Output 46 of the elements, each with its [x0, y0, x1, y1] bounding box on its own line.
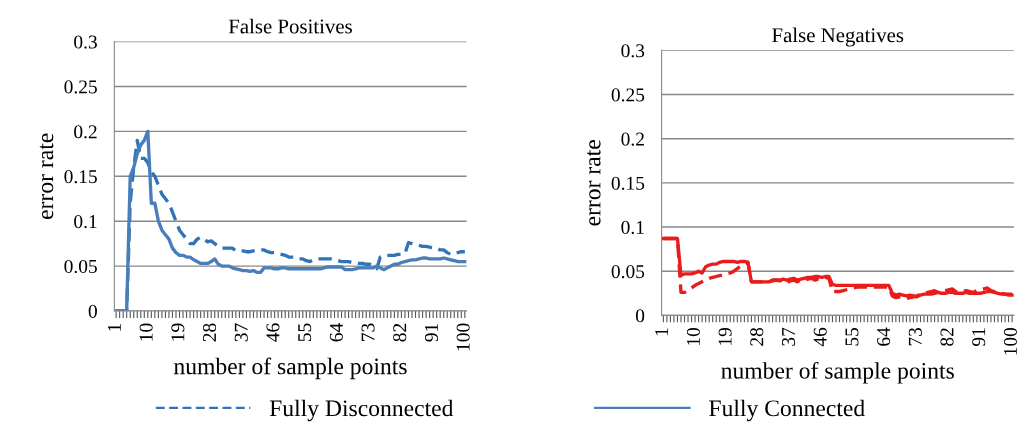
x-axis-title: number of sample points: [173, 357, 407, 380]
x-tick-label: 10: [139, 323, 153, 341]
x-tick-label: 91: [424, 323, 438, 342]
x-tick-label: 73: [908, 327, 922, 346]
x-axis-title: number of sample points: [721, 361, 954, 384]
legend-label: Fully Disconnected: [269, 399, 454, 422]
x-tick-label: 55: [298, 323, 312, 342]
x-tick-label: 82: [940, 328, 954, 346]
y-tick-label: 0.3: [74, 35, 97, 49]
y-tick-label: 0.05: [611, 265, 645, 279]
x-tick-label: 73: [361, 323, 375, 341]
x-tick-label: 100: [456, 323, 470, 351]
y-tick-label: 0: [635, 309, 645, 323]
x-tick-label: 55: [845, 327, 859, 346]
x-tick-label: 46: [813, 327, 827, 347]
x-tick-label: 64: [877, 327, 891, 346]
x-tick-label: 10: [686, 327, 700, 345]
legend-label: Fully Connected: [709, 399, 865, 422]
y-tick-label: 0: [88, 304, 97, 318]
x-tick-label: 19: [718, 327, 732, 345]
y-tick-label: 0.2: [621, 132, 644, 146]
x-tick-label: 64: [329, 323, 343, 342]
y-axis-title: error rate: [39, 133, 54, 219]
y-tick-label: 0.15: [611, 176, 645, 190]
y-tick-label: 0.3: [621, 44, 645, 58]
y-tick-label: 0.25: [611, 88, 645, 102]
y-tick-label: 0.15: [64, 170, 97, 184]
x-tick-label: 46: [266, 323, 280, 342]
y-tick-label: 0.1: [621, 220, 644, 235]
y-axis-title: error rate: [587, 140, 601, 226]
y-tick-label: 0.2: [74, 125, 97, 139]
x-tick-label: 37: [234, 323, 248, 342]
x-tick-label: 19: [171, 323, 185, 341]
x-tick-label: 28: [202, 323, 217, 342]
x-tick-label: 91: [972, 328, 986, 346]
x-tick-label: 37: [781, 327, 796, 346]
x-tick-label: 1: [655, 328, 669, 336]
chart-title: False Negatives: [772, 27, 904, 47]
y-tick-label: 0.05: [64, 259, 97, 274]
y-tick-label: 0.1: [74, 215, 97, 229]
x-tick-label: 100: [1003, 327, 1017, 355]
y-tick-label: 0.25: [64, 80, 97, 94]
x-tick-label: 28: [750, 327, 764, 346]
x-tick-label: 82: [393, 323, 407, 342]
chart-title: False Positives: [228, 18, 352, 34]
x-tick-label: 1: [107, 323, 121, 331]
